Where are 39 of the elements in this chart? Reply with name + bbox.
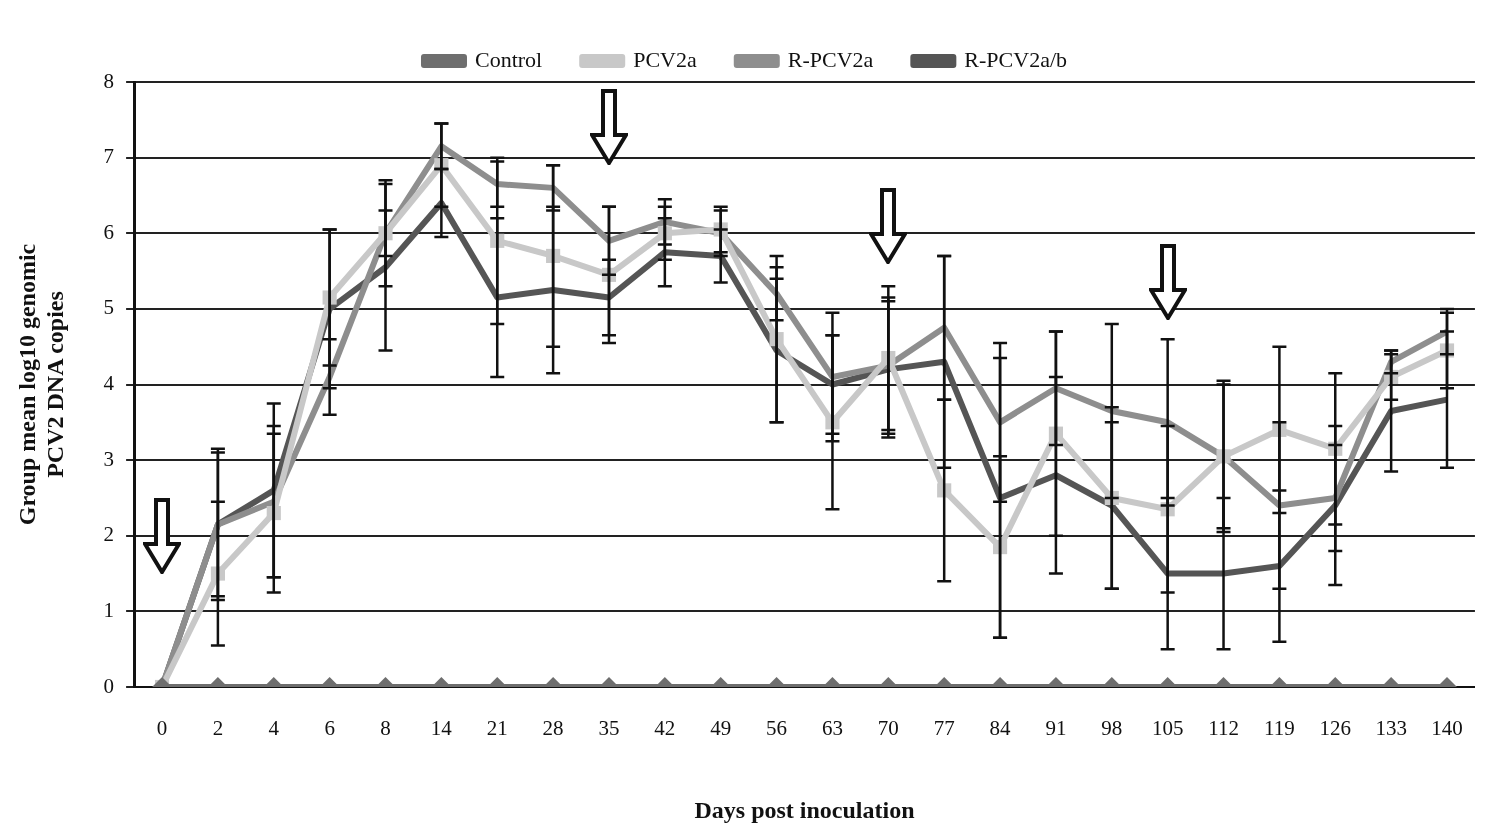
x-tick-label: 35 <box>598 716 620 741</box>
x-tick-label: 112 <box>1208 716 1239 741</box>
x-tick-label: 0 <box>156 716 168 741</box>
legend-label: PCV2a <box>633 46 698 72</box>
x-tick-label: 91 <box>1045 716 1067 741</box>
x-tick-label: 21 <box>486 716 508 741</box>
x-tick-label: 2 <box>212 716 224 741</box>
x-tick-label: 133 <box>1375 716 1407 741</box>
x-tick-label: 4 <box>268 716 280 741</box>
x-tick-label: 63 <box>821 716 843 741</box>
y-axis-title: Group mean log10 genomic PCV2 DNA copies <box>13 243 69 526</box>
x-tick-label: 6 <box>324 716 335 741</box>
x-tick-label: 56 <box>766 716 788 741</box>
x-tick-label: 8 <box>380 716 391 741</box>
x-tick-label: 140 <box>1431 716 1463 741</box>
x-tick-label: 14 <box>430 716 453 741</box>
y-tick-label: 0 <box>103 673 115 698</box>
x-tick-label: 84 <box>989 716 1012 741</box>
x-tick-label: 105 <box>1151 716 1184 741</box>
x-tick-label: 98 <box>1101 716 1123 741</box>
x-tick-label: 49 <box>710 716 732 741</box>
y-tick-label: 6 <box>103 219 115 244</box>
x-tick-label: 77 <box>933 716 955 741</box>
x-tick-label: 70 <box>877 716 899 741</box>
x-tick-label: 126 <box>1319 716 1352 741</box>
y-tick-label: 3 <box>103 446 115 471</box>
x-tick-label: 28 <box>542 716 564 741</box>
x-tick-label: 119 <box>1264 716 1295 741</box>
x-tick-label: 42 <box>654 716 676 741</box>
y-tick-label: 4 <box>103 371 115 396</box>
y-tick-label: 1 <box>103 597 115 622</box>
y-tick-label: 7 <box>103 144 115 169</box>
x-axis-title: Days post inoculation <box>694 796 915 823</box>
legend-label: Control <box>474 46 543 72</box>
legend-label: R-PCV2a <box>787 46 874 72</box>
y-tick-label: 5 <box>103 295 115 320</box>
y-tick-label: 2 <box>103 522 115 547</box>
legend-label: R-PCV2a/b <box>964 46 1068 72</box>
y-tick-label: 8 <box>103 68 115 93</box>
